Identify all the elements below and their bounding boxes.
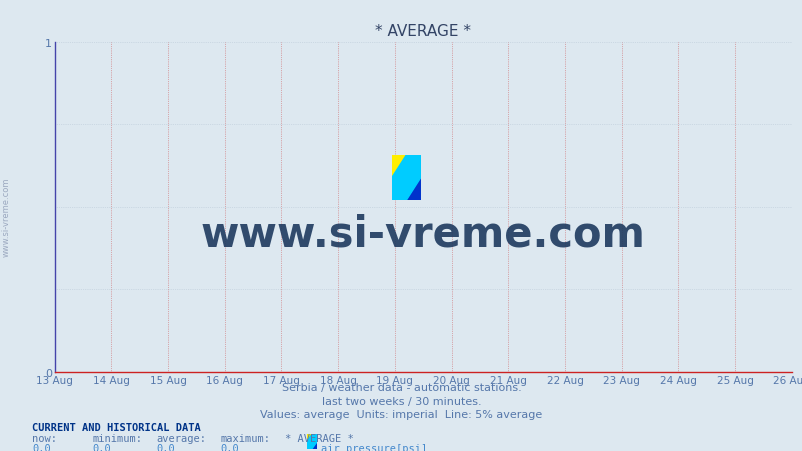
Text: minimum:: minimum: [92,433,142,443]
Text: now:: now: [32,433,57,443]
Text: average:: average: [156,433,206,443]
Title: * AVERAGE *: * AVERAGE * [375,24,471,39]
Text: CURRENT AND HISTORICAL DATA: CURRENT AND HISTORICAL DATA [32,422,200,432]
Text: www.si-vreme.com: www.si-vreme.com [200,213,645,255]
Polygon shape [306,434,317,449]
Text: Serbia / weather data - automatic stations.: Serbia / weather data - automatic statio… [282,382,520,392]
Polygon shape [306,434,317,449]
Polygon shape [306,434,317,449]
Text: Values: average  Units: imperial  Line: 5% average: Values: average Units: imperial Line: 5%… [260,410,542,419]
Text: 0.0: 0.0 [221,443,239,451]
Text: * AVERAGE *: * AVERAGE * [285,433,354,443]
Text: maximum:: maximum: [221,433,270,443]
Text: 0.0: 0.0 [32,443,51,451]
Text: air pressure[psi]: air pressure[psi] [321,443,427,451]
Polygon shape [391,156,420,201]
Text: last two weeks / 30 minutes.: last two weeks / 30 minutes. [322,396,480,406]
Text: www.si-vreme.com: www.si-vreme.com [2,177,11,256]
Text: 0.0: 0.0 [156,443,175,451]
Polygon shape [391,156,420,201]
Text: 0.0: 0.0 [92,443,111,451]
Polygon shape [391,156,420,201]
